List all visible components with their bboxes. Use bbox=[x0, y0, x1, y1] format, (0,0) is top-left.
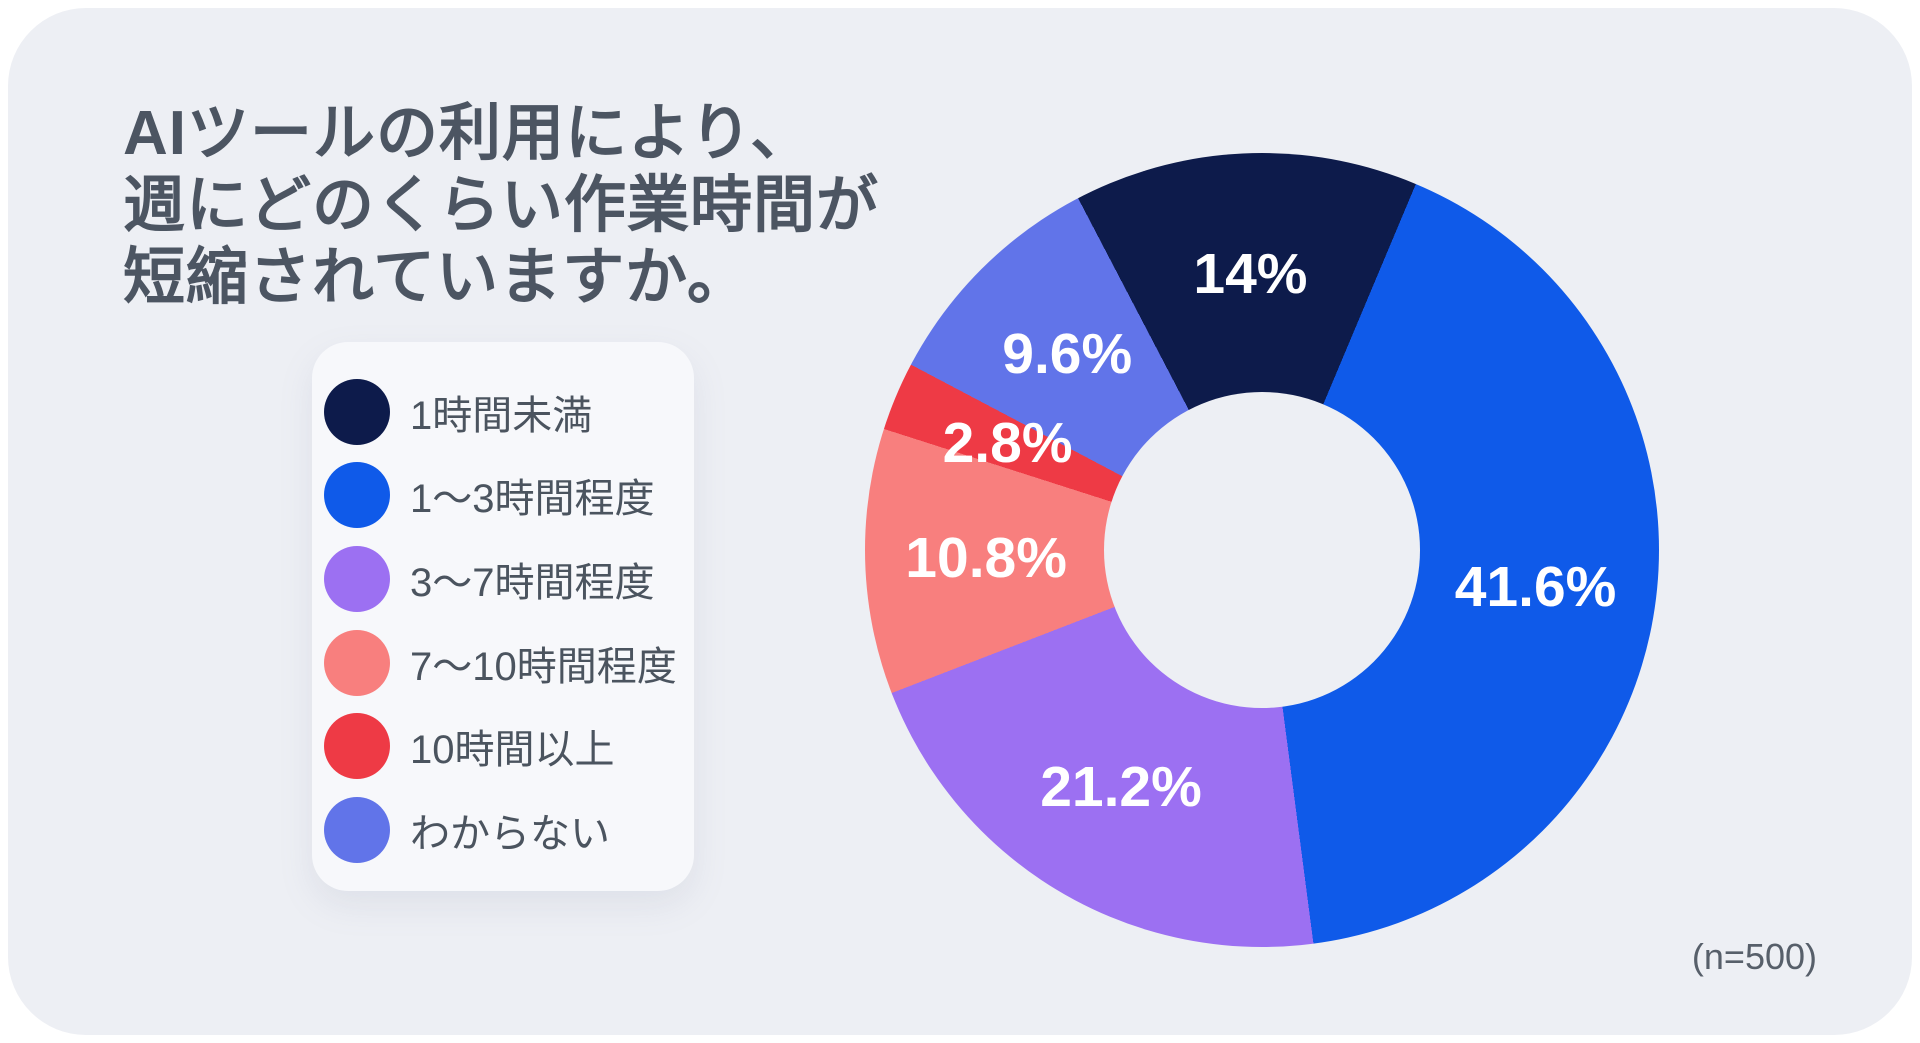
survey-card: AIツールの利用により、 週にどのくらい作業時間が 短縮されていますか。 1時間… bbox=[8, 8, 1912, 1035]
legend-item-label: 10時間以上 bbox=[410, 728, 615, 773]
slice-percent-label: 21.2% bbox=[1040, 755, 1202, 820]
chart-title: AIツールの利用により、 週にどのくらい作業時間が 短縮されていますか。 bbox=[123, 98, 879, 314]
legend-item: 3〜7時間程度 bbox=[312, 537, 694, 621]
chart-title-line-1: AIツールの利用により、 bbox=[123, 99, 814, 168]
sample-size-note: (n=500) bbox=[1691, 936, 1817, 977]
legend-item: 10時間以上 bbox=[312, 704, 694, 788]
legend-swatch bbox=[324, 629, 390, 696]
legend-swatch bbox=[324, 378, 390, 445]
legend-item-label: 1〜3時間程度 bbox=[410, 477, 655, 522]
legend-item: わからない bbox=[312, 788, 694, 872]
legend-swatch bbox=[324, 462, 390, 529]
slice-percent-label: 2.8% bbox=[942, 411, 1073, 476]
legend-item-label: 7〜10時間程度 bbox=[410, 644, 677, 689]
legend-item-label: 1時間未満 bbox=[410, 393, 593, 438]
legend-swatch bbox=[324, 796, 390, 863]
slice-percent-label: 41.6% bbox=[1454, 554, 1617, 619]
slice-percent-label: 9.6% bbox=[1002, 322, 1133, 387]
legend-item: 1〜3時間程度 bbox=[312, 454, 694, 538]
legend-item-label: 3〜7時間程度 bbox=[410, 560, 655, 605]
legend-item-label: わからない bbox=[410, 811, 610, 856]
legend: 1時間未満 1〜3時間程度 3〜7時間程度 7〜10時間程度 10時間以上 わからない bbox=[312, 342, 694, 891]
legend-item: 7〜10時間程度 bbox=[312, 621, 694, 705]
chart-title-line-3: 短縮されていますか。 bbox=[123, 243, 750, 312]
legend-swatch bbox=[324, 545, 390, 612]
donut-chart: 14% 41.6% 21.2% 10.8% 2.8% 9.6% bbox=[865, 153, 1659, 947]
slice-percent-label: 10.8% bbox=[905, 526, 1067, 591]
legend-swatch bbox=[324, 713, 390, 780]
slice-percent-label: 14% bbox=[1193, 242, 1308, 307]
legend-item: 1時間未満 bbox=[312, 370, 694, 454]
chart-title-line-2: 週にどのくらい作業時間が bbox=[123, 171, 880, 240]
donut-hole bbox=[1104, 392, 1420, 708]
